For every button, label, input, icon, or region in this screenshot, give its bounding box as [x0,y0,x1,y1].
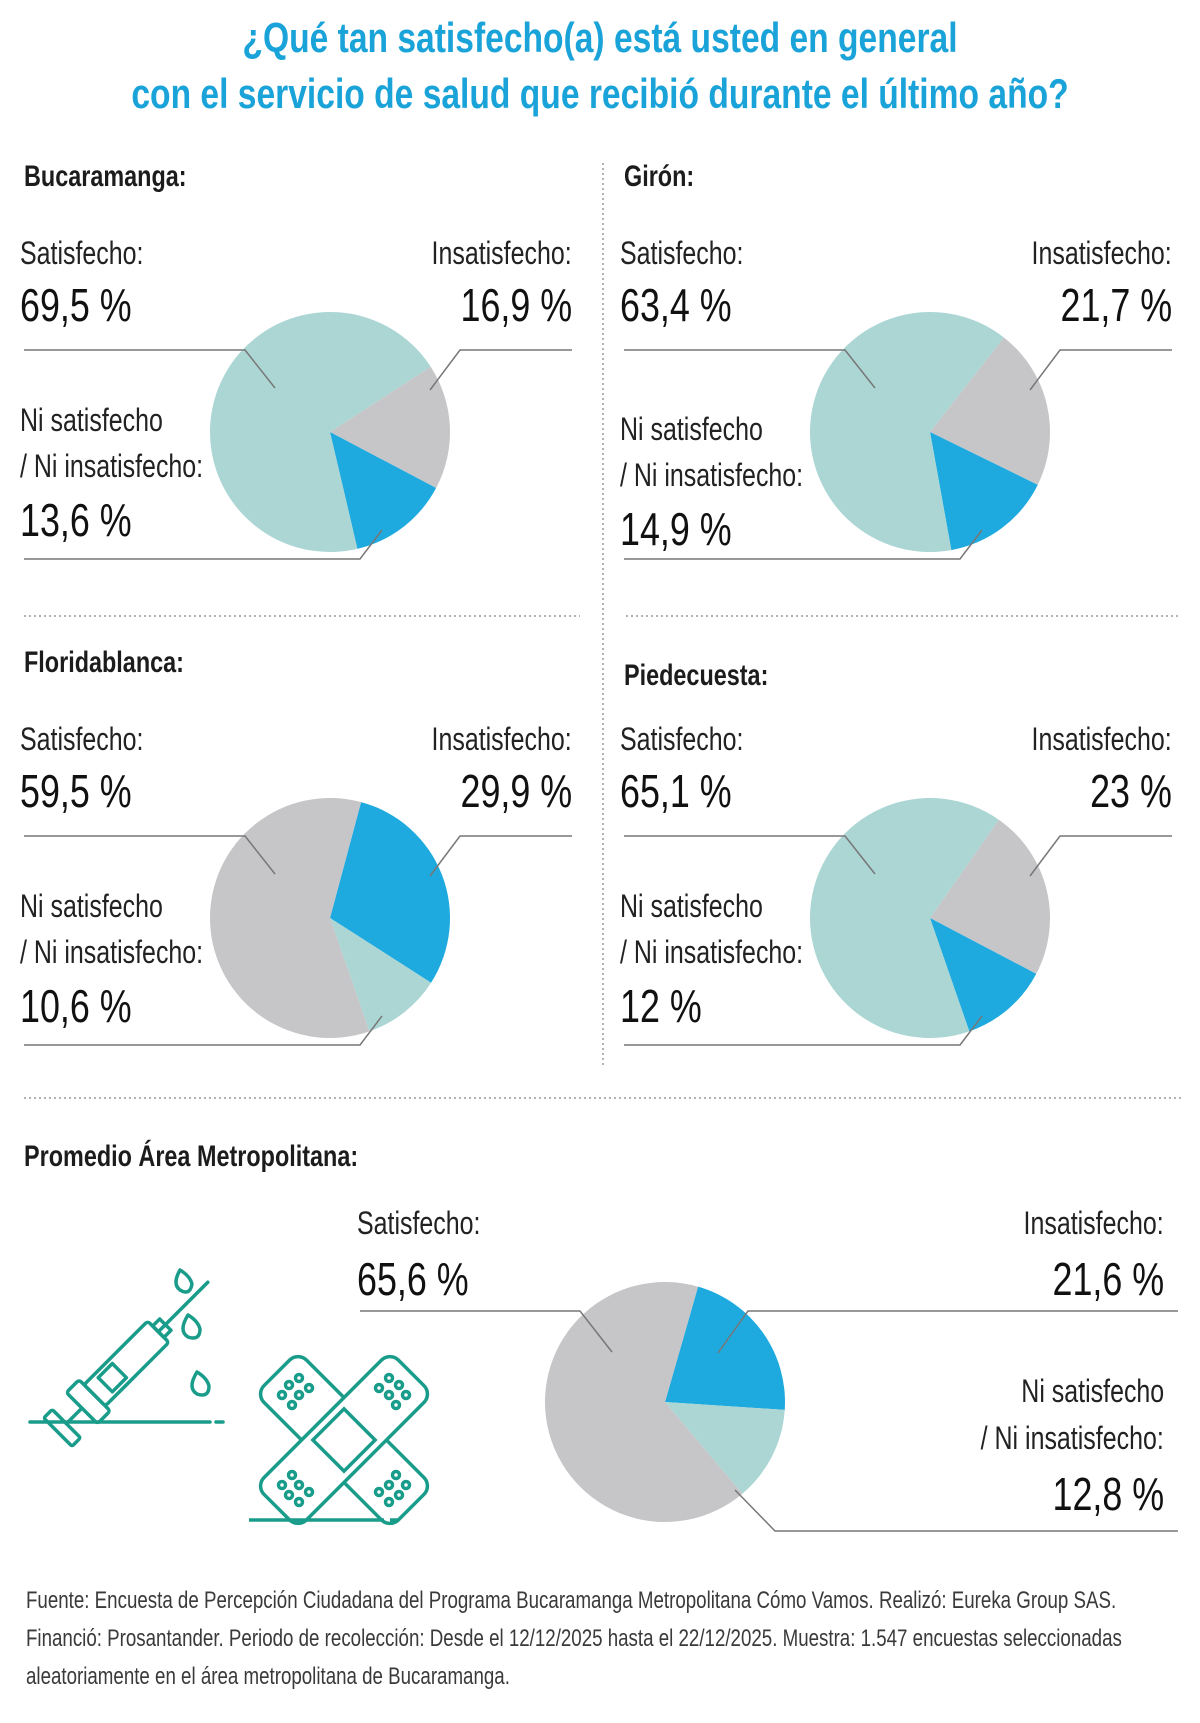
metro-dissatisfied-value: 21,6 % [1052,1253,1164,1305]
dissatisfied-value: 16,9 % [460,279,572,331]
metro-title: Promedio Área Metropolitana: [24,1140,359,1173]
dissatisfied-value: 23 % [1090,765,1172,817]
leader-line-dissatisfied [1029,349,1172,391]
dissatisfied-label: Insatisfecho: [431,721,572,757]
leader-line-dissatisfied [429,349,572,391]
metro-satisfied-label: Satisfecho: [357,1205,481,1241]
pie-slice-neutral [665,1402,785,1494]
leader-line-neutral [624,1015,983,1046]
leader-line-satisfied [624,835,876,875]
dissatisfied-label: Insatisfecho: [1031,721,1172,757]
neutral-label-1: Ni satisfecho [620,411,763,447]
leader-line-neutral [24,1015,383,1046]
neutral-label-1: Ni satisfecho [620,888,763,924]
pie-slice-satisfied [545,1282,743,1522]
metro-neutral-label-1: Ni satisfecho [1021,1373,1164,1409]
satisfied-value: 65,1 % [620,765,732,817]
pie-slice-neutral [930,918,1037,1032]
leader-line-dissatisfied [1029,835,1172,877]
neutral-label-2: / Ni insatisfecho: [620,934,804,970]
pie-slice-satisfied [810,312,1004,552]
leader-line-satisfied [24,349,276,389]
pie [209,312,451,552]
pie-chart [24,312,572,560]
dissatisfied-label: Insatisfecho: [1031,235,1172,271]
panel-title: Girón: [624,160,695,193]
pie-chart [624,312,1172,560]
pie-slice-dissatisfied [330,802,451,983]
satisfied-value: 59,5 % [20,765,132,817]
neutral-value: 10,6 % [20,980,132,1032]
metro-neutral-label-2: / Ni insatisfecho: [980,1420,1164,1456]
panel-floridablanca: Floridablanca: Satisfecho: 59,5 % Insati… [0,636,600,1116]
leader-line-satisfied [360,1310,613,1353]
panel-bucaramanga: Bucaramanga: Satisfecho: 69,5 % Insatisf… [0,150,600,630]
metro-dissatisfied-label: Insatisfecho: [1023,1205,1164,1241]
neutral-label-2: / Ni insatisfecho: [20,448,204,484]
satisfied-value: 69,5 % [20,279,132,331]
satisfied-label: Satisfecho: [20,721,144,757]
neutral-label-1: Ni satisfecho [20,402,163,438]
dissatisfied-value: 29,9 % [460,765,572,817]
neutral-value: 13,6 % [20,494,132,546]
neutral-value: 14,9 % [620,503,732,555]
leader-line-neutral [24,529,383,560]
leader-line-neutral [624,529,983,560]
leader-line-dissatisfied [429,835,572,877]
pie-slice-dissatisfied [930,819,1050,974]
pie-slice-satisfied [810,798,999,1038]
pie-slice-dissatisfied [930,337,1050,485]
neutral-label-2: / Ni insatisfecho: [620,457,804,493]
panel-piedecuesta: Piedecuesta: Satisfecho: 65,1 % Insatisf… [600,636,1200,1116]
pie-slice-satisfied [210,797,370,1038]
neutral-label-1: Ni satisfecho [20,888,163,924]
pie [210,797,451,1038]
chart-title-line-2: con el servicio de salud que recibió dur… [131,70,1069,117]
source-footer: Fuente: Encuesta de Percepción Ciudadana… [26,1587,1122,1690]
metro-satisfied-value: 65,6 % [357,1253,469,1305]
pie-slice-satisfied [209,312,431,552]
satisfied-label: Satisfecho: [620,235,744,271]
metro-neutral-value: 12,8 % [1052,1468,1164,1520]
panel-title: Piedecuesta: [624,659,769,692]
pie [810,312,1050,552]
leader-line-satisfied [624,349,876,389]
pie-chart [24,797,572,1046]
pie-slice-neutral [930,432,1038,551]
pie-chart [624,798,1172,1046]
satisfied-label: Satisfecho: [20,235,144,271]
dissatisfied-label: Insatisfecho: [431,235,572,271]
pie-slice-neutral [330,918,432,1032]
panel-title: Floridablanca: [24,646,184,679]
leader-line-dissatisfied [717,1310,1178,1354]
leader-line-satisfied [24,835,276,875]
satisfied-label: Satisfecho: [620,721,744,757]
pie [810,798,1050,1038]
satisfied-value: 63,4 % [620,279,732,331]
neutral-label-2: / Ni insatisfecho: [20,934,204,970]
pie [545,1282,785,1522]
dissatisfied-value: 21,7 % [1060,279,1172,331]
neutral-value: 12 % [620,980,702,1032]
pie-slice-neutral [330,432,437,549]
chart-title-line-1: ¿Qué tan satisfecho(a) está usted en gen… [242,14,958,61]
panel-title: Bucaramanga: [24,160,187,193]
pie-slice-dissatisfied [330,366,451,489]
panel-giron: Girón: Satisfecho: 63,4 % Insatisfecho: … [600,150,1200,630]
pie-slice-dissatisfied [665,1286,785,1410]
leader-line-neutral [734,1489,1178,1532]
